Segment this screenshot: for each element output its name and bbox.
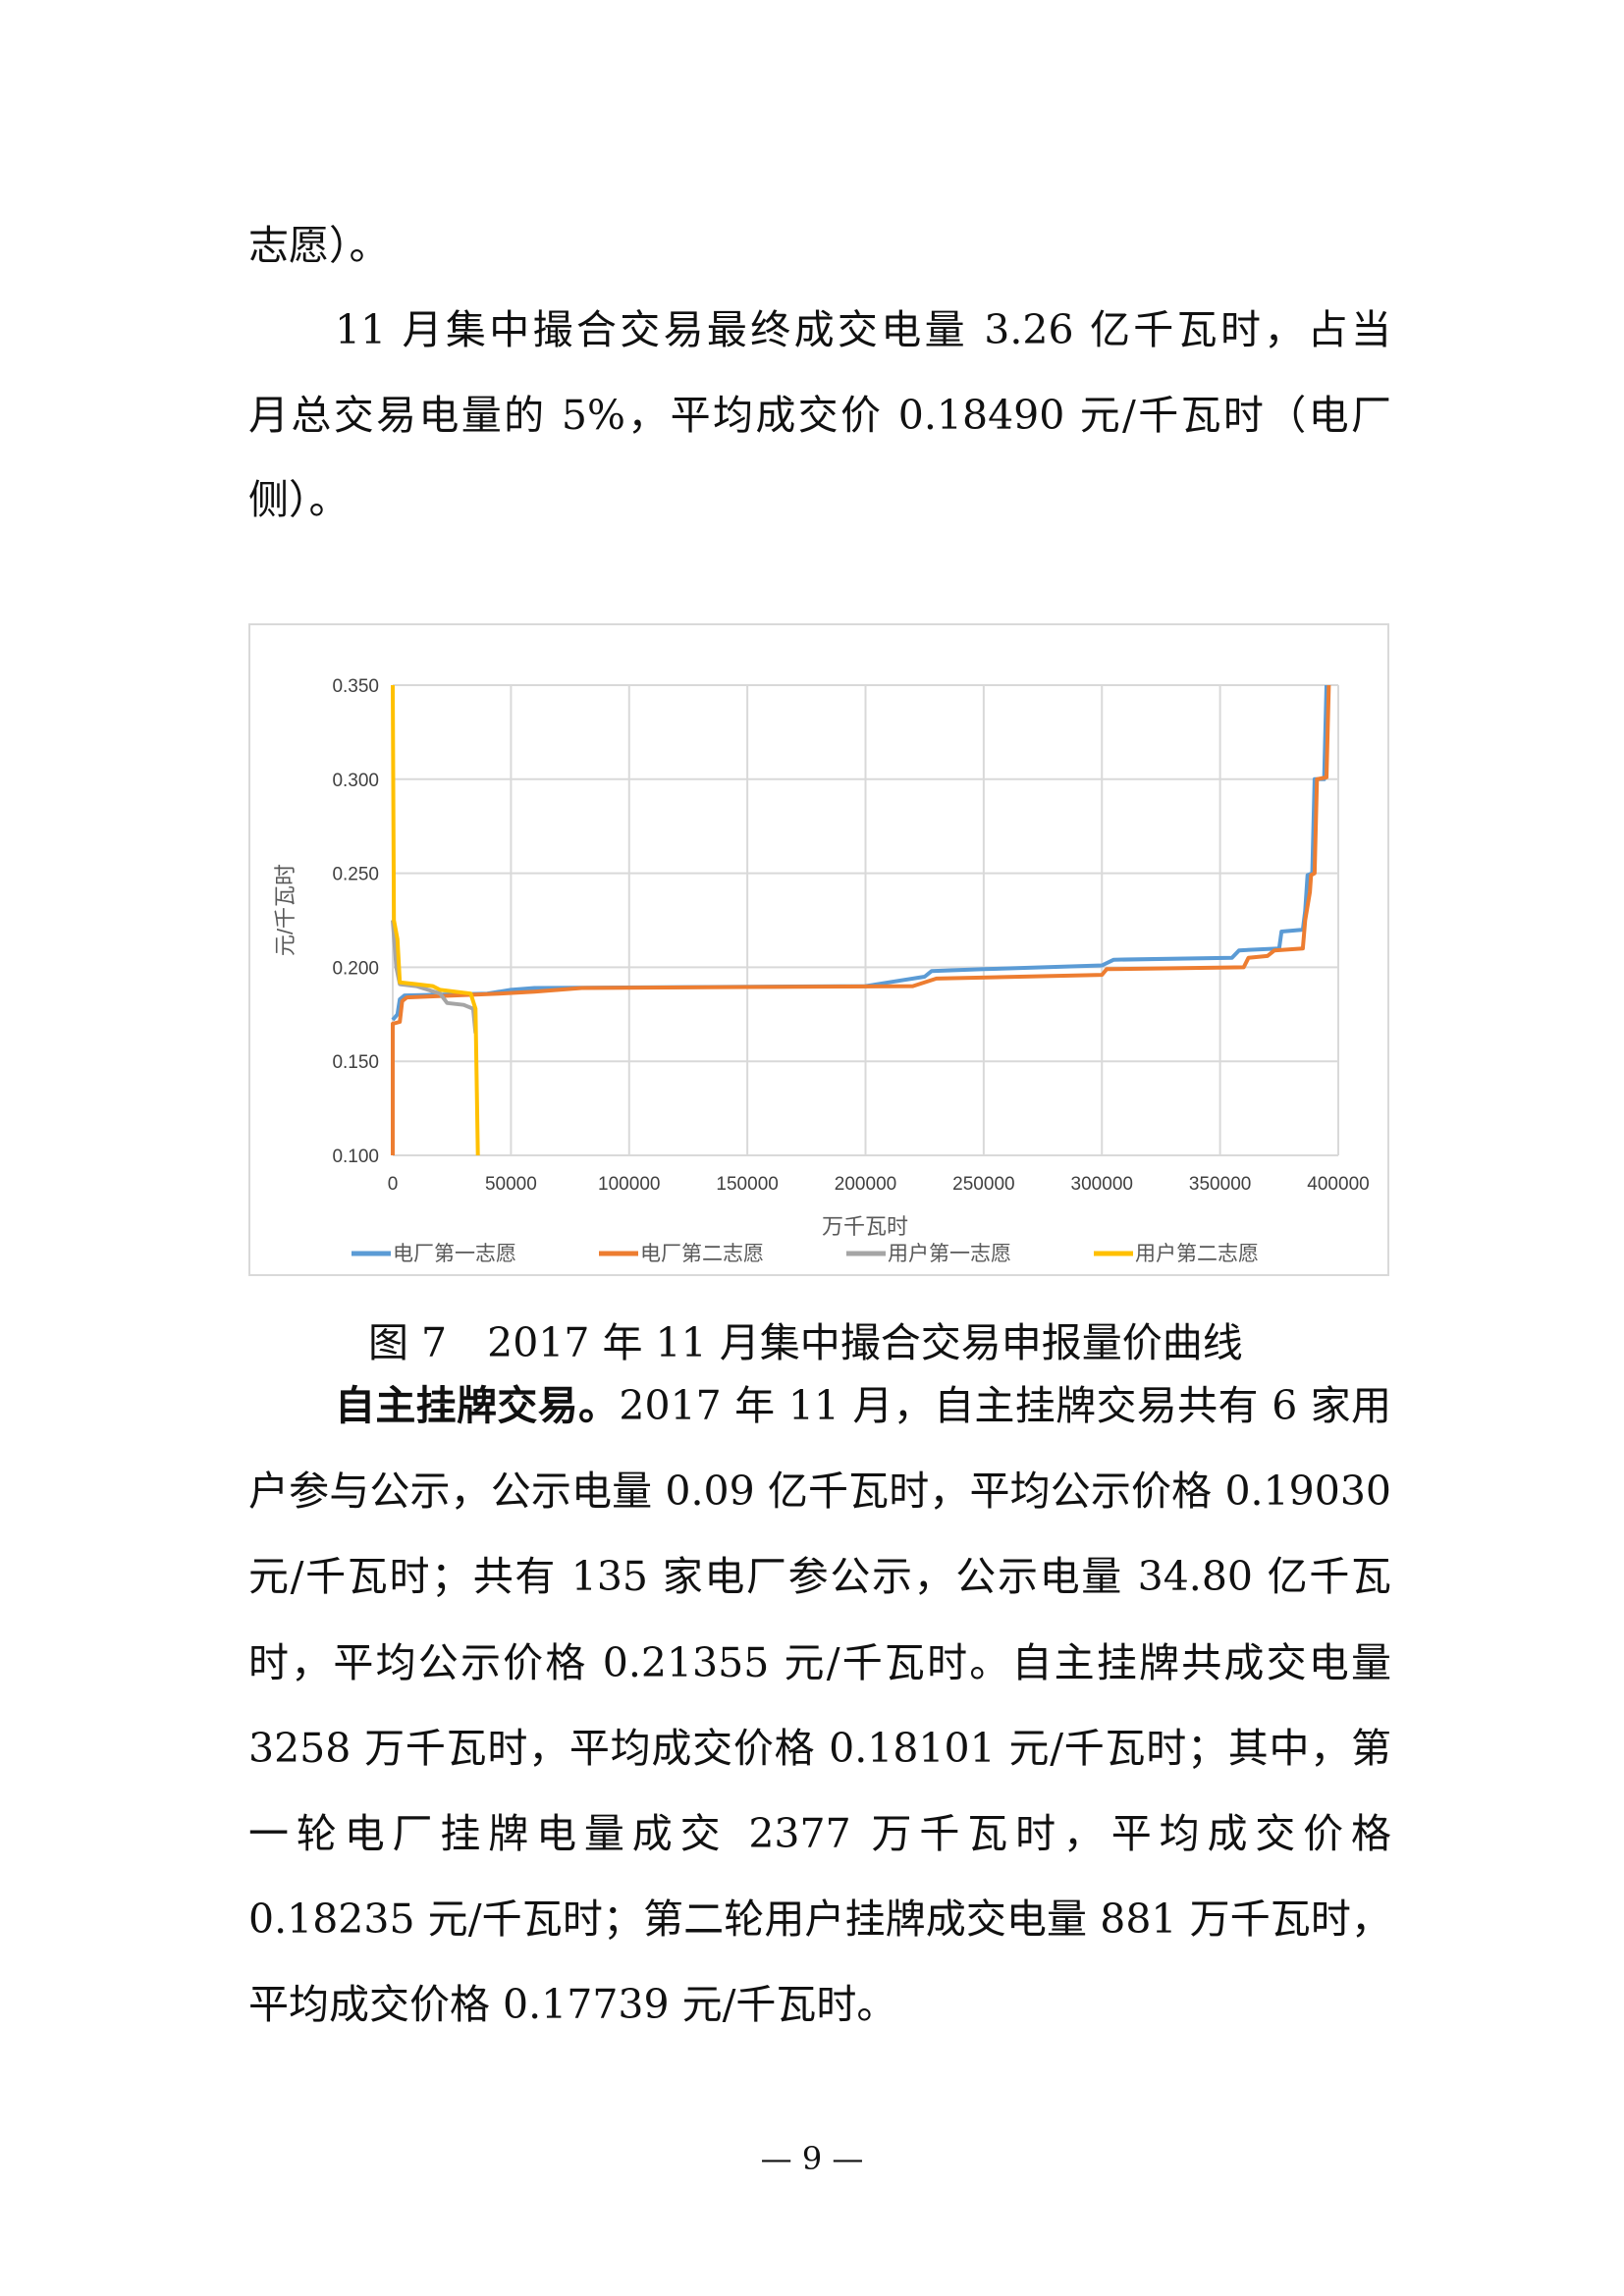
x-tick-label: 200000 xyxy=(835,1174,896,1195)
chart-svg: 0.100 0.150 0.200 0.250 0.300 0.350 0 50000 1000… xyxy=(273,676,1370,1265)
bold-lead: 自主挂牌交易。 xyxy=(335,1382,620,1429)
y-tick-label: 0.150 xyxy=(332,1052,379,1073)
text-line: 时，平均公示价格 0.21355 元/千瓦时。自主挂牌共成交电量 xyxy=(248,1639,1392,1686)
y-tick-label: 0.300 xyxy=(332,771,379,791)
series-line xyxy=(391,684,1331,1155)
text-line: 侧）。 xyxy=(248,476,350,523)
y-tick-label: 0.200 xyxy=(332,958,379,979)
text-line: 平均成交价格 0.17739 元/千瓦时。 xyxy=(248,1981,897,2028)
series-line xyxy=(391,920,478,1034)
x-tick-label: 300000 xyxy=(1071,1174,1133,1195)
text-span: 2017 年 11 月，自主挂牌交易共有 6 家用 xyxy=(619,1382,1391,1429)
text-line: 自主挂牌交易。2017 年 11 月，自主挂牌交易共有 6 家用 xyxy=(248,1382,1391,1429)
y-tick-label: 0.250 xyxy=(332,865,379,885)
y-tick-label: 0.350 xyxy=(332,676,379,697)
text-line: 3258 万千瓦时，平均成交价格 0.18101 元/千瓦时；其中，第 xyxy=(248,1725,1391,1772)
price-volume-chart: 0.100 0.150 0.200 0.250 0.300 0.350 0 50000 1000… xyxy=(248,623,1389,1276)
text-line: 志愿）。 xyxy=(248,222,390,269)
text-line: 11 月集中撮合交易最终成交电量 3.26 亿千瓦时，占当 xyxy=(335,306,1391,353)
x-tick-label: 0 xyxy=(388,1174,399,1195)
x-axis-label: 万千瓦时 xyxy=(822,1214,908,1239)
legend-label: 电厂第一志愿 xyxy=(393,1243,516,1265)
text-line: 0.18235 元/千瓦时；第二轮用户挂牌成交电量 881 万千瓦时， xyxy=(248,1896,1391,1943)
text-line: 元/千瓦时；共有 135 家电厂参公示，公示电量 34.80 亿千瓦 xyxy=(248,1553,1391,1600)
y-tick-label: 0.100 xyxy=(332,1147,379,1167)
text-line: 月总交易电量的 5%，平均成交价 0.18490 元/千瓦时（电厂 xyxy=(248,392,1391,439)
x-tick-label: 400000 xyxy=(1307,1174,1369,1195)
x-tick-label: 150000 xyxy=(716,1174,778,1195)
page-number: — 9 — xyxy=(760,2140,864,2177)
x-tick-label: 100000 xyxy=(598,1174,660,1195)
series-line xyxy=(391,684,480,1156)
x-tick-label: 50000 xyxy=(485,1174,537,1195)
text-line: 户参与公示，公示电量 0.09 亿千瓦时，平均公示价格 0.19030 xyxy=(248,1468,1391,1515)
legend-label: 用户第二志愿 xyxy=(1135,1243,1259,1265)
figure-caption: 图 7 2017 年 11 月集中撮合交易申报量价曲线 xyxy=(368,1319,1243,1366)
legend-label: 电厂第二志愿 xyxy=(640,1243,764,1265)
legend-label: 用户第一志愿 xyxy=(888,1243,1011,1265)
y-axis-label: 元/千瓦时 xyxy=(273,864,298,956)
x-tick-label: 250000 xyxy=(952,1174,1014,1195)
x-tick-label: 350000 xyxy=(1189,1174,1251,1195)
text-line: 一轮电厂挂牌电量成交 2377 万千瓦时，平均成交价格 xyxy=(248,1810,1391,1857)
